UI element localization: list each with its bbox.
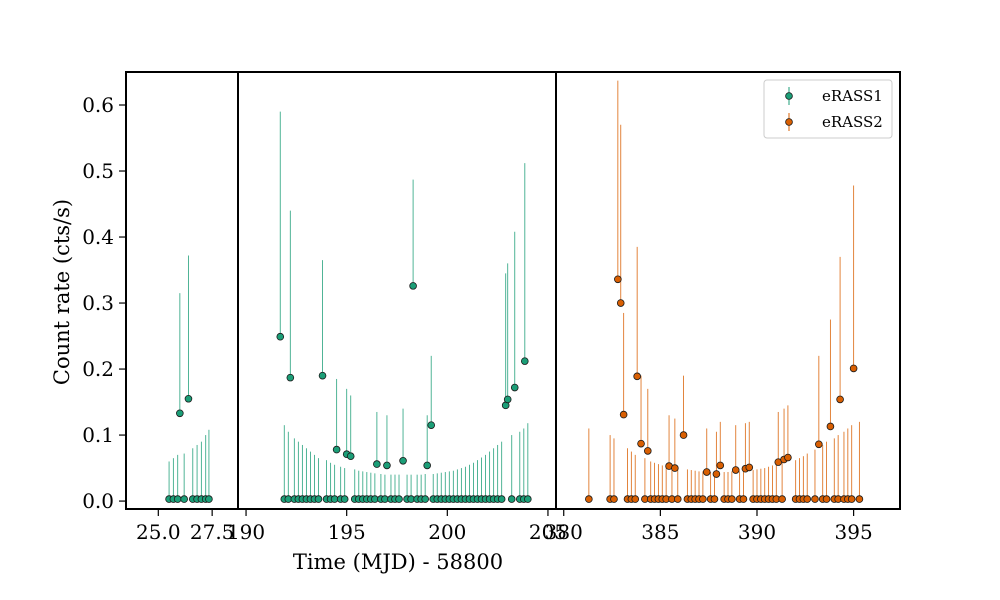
data-point-eRASS2	[784, 453, 792, 462]
legend-marker-eRASS2	[785, 118, 793, 126]
data-point-eRASS2	[826, 422, 835, 431]
data-point-eRASS2	[585, 495, 593, 503]
data-point-eRASS1	[373, 460, 381, 468]
x-tick-label: 200	[428, 520, 466, 544]
data-point-eRASS2	[803, 495, 812, 503]
data-point-eRASS1	[421, 495, 429, 503]
data-point-eRASS1	[173, 495, 182, 503]
panel-1: 25.0 27.5	[125, 71, 239, 544]
data-point-eRASS2	[778, 495, 786, 503]
y-tick-label: 0.4	[82, 225, 114, 249]
y-axis-title: Count rate (cts/s)	[50, 199, 74, 385]
data-point-eRASS1	[180, 495, 188, 503]
y-axis: 0.0 0.1 0.2 0.3 0.4 0.5 0.6	[82, 93, 126, 513]
x-tick-label: 390	[738, 520, 776, 544]
data-point-eRASS2	[739, 495, 748, 503]
x-axis-title: Time (MJD) - 58800	[293, 550, 503, 574]
data-point-eRASS2	[712, 470, 721, 478]
data-point-eRASS2	[619, 410, 628, 419]
data-point-eRASS1	[184, 394, 193, 403]
x-tick-label: 395	[835, 520, 873, 544]
panel-plot-area	[585, 80, 864, 503]
x-tick-label: 205	[529, 520, 567, 544]
data-point-eRASS2	[616, 299, 625, 307]
data-point-eRASS2	[637, 439, 645, 448]
y-tick-label: 0.1	[82, 423, 114, 447]
data-point-eRASS1	[507, 495, 516, 503]
data-point-eRASS1	[176, 409, 184, 418]
data-point-eRASS2	[702, 468, 711, 476]
data-point-eRASS1	[510, 383, 519, 392]
panel-3: 380 385 390 395	[545, 71, 901, 544]
data-point-eRASS2	[855, 495, 864, 503]
data-point-eRASS1	[395, 495, 403, 503]
data-point-eRASS2	[633, 372, 641, 381]
legend-label-eRASS1: eRASS1	[822, 87, 883, 105]
data-point-eRASS2	[745, 463, 754, 472]
data-point-eRASS1	[314, 495, 323, 503]
data-point-eRASS1	[332, 445, 341, 454]
data-point-eRASS1	[427, 421, 436, 429]
data-point-eRASS2	[671, 464, 679, 472]
y-tick-label: 0.2	[82, 357, 114, 381]
legend-frame	[763, 79, 893, 139]
data-point-eRASS1	[423, 461, 431, 470]
data-point-eRASS2	[849, 364, 858, 373]
x-tick-label: 380	[545, 520, 583, 544]
data-point-eRASS2	[631, 495, 640, 503]
data-point-eRASS2	[836, 395, 844, 404]
data-point-eRASS2	[731, 466, 740, 474]
x-tick-label: 385	[641, 520, 679, 544]
data-point-eRASS1	[383, 461, 391, 470]
panel-plot-area	[276, 111, 532, 503]
data-point-eRASS2	[610, 495, 618, 503]
data-point-eRASS1	[205, 495, 213, 503]
data-point-eRASS1	[497, 495, 506, 503]
data-point-eRASS2	[811, 495, 819, 503]
y-tick-label: 0.3	[82, 291, 114, 315]
data-point-eRASS2	[614, 275, 622, 284]
data-point-eRASS1	[399, 457, 407, 465]
data-point-eRASS2	[673, 495, 682, 503]
data-point-eRASS2	[728, 495, 736, 503]
data-point-eRASS2	[815, 440, 823, 449]
y-tick-label: 0.5	[82, 159, 114, 183]
y-tick-label: 0.0	[82, 489, 114, 513]
data-point-eRASS1	[276, 332, 285, 341]
data-point-eRASS1	[524, 495, 532, 503]
y-tick-label: 0.6	[82, 93, 114, 117]
data-point-eRASS2	[710, 495, 719, 503]
data-point-eRASS1	[346, 452, 355, 460]
panel-frame	[237, 71, 557, 510]
panel-frame	[125, 71, 239, 510]
legend-marker-eRASS1	[785, 92, 793, 100]
data-point-eRASS1	[409, 282, 417, 290]
data-point-eRASS1	[318, 371, 327, 380]
panel-plot-area	[165, 255, 213, 503]
x-tick-label: 25.0	[136, 520, 181, 544]
data-point-eRASS1	[340, 495, 349, 503]
x-tick-label: 190	[227, 520, 265, 544]
panel-2: 190 195 200 205	[227, 71, 567, 544]
data-point-eRASS1	[521, 357, 529, 365]
panel-frame	[555, 71, 901, 510]
x-tick-label: 27.5	[190, 520, 235, 544]
legend: eRASS1 eRASS2	[763, 79, 893, 139]
data-point-eRASS2	[699, 495, 707, 503]
data-point-eRASS2	[847, 495, 856, 503]
data-point-eRASS1	[286, 373, 295, 382]
data-point-eRASS2	[716, 461, 725, 470]
legend-box: eRASS1 eRASS2	[763, 79, 893, 139]
data-point-eRASS2	[679, 431, 688, 439]
data-point-eRASS2	[822, 495, 831, 503]
data-point-eRASS2	[643, 447, 652, 455]
legend-label-eRASS2: eRASS2	[822, 113, 883, 131]
data-point-eRASS1	[503, 395, 512, 404]
x-tick-label: 195	[328, 520, 366, 544]
